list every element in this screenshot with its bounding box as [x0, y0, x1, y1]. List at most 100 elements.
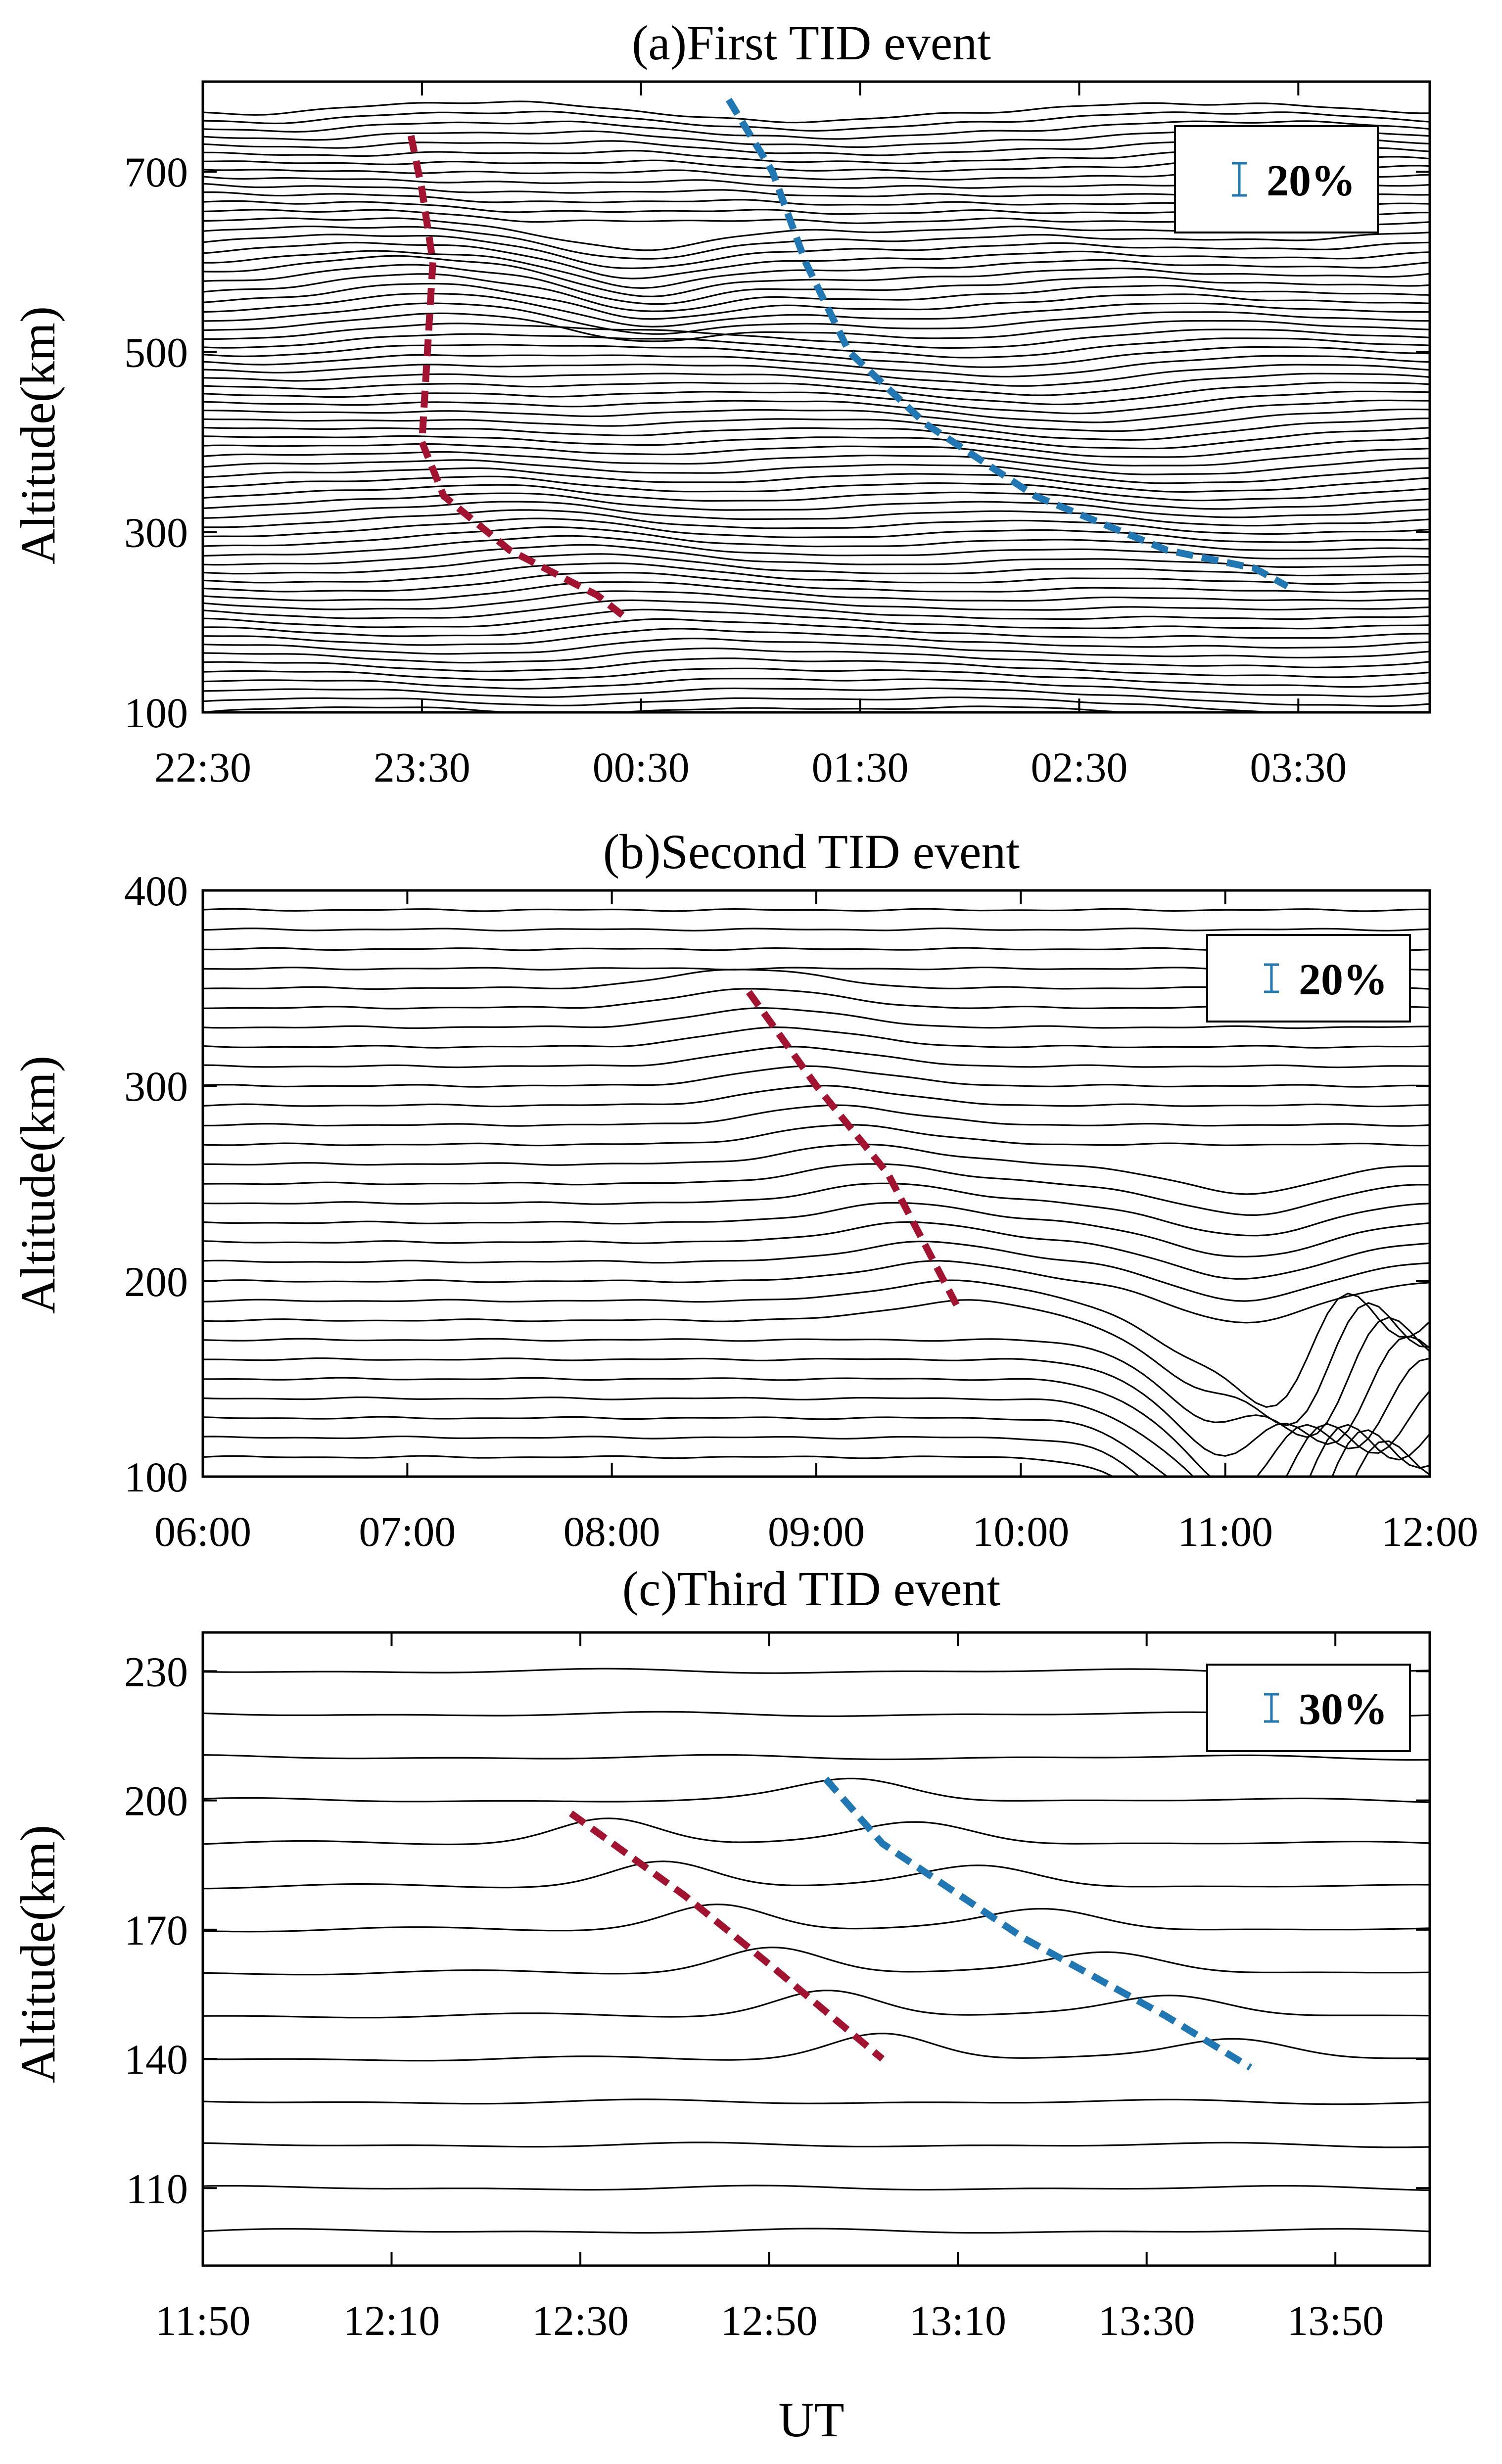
panel-c-trace-line	[203, 1817, 1430, 1846]
panel-a-y-axis-label: Altitude(km)	[10, 306, 65, 564]
panel-a-title: (a)First TID event	[632, 15, 991, 70]
panel-c-xtick-label: 13:50	[1287, 2297, 1384, 2344]
panel-a-trace-line	[203, 628, 1430, 649]
panel-a-x-ticks: 22:30 23:30 00:30 01:30 02:30 03:30	[154, 744, 1347, 791]
panel-a-trace-line	[203, 553, 1430, 577]
panel-c-axes-frame	[201, 1631, 1431, 2267]
panel-c-y-axis-label: Altitude(km)	[10, 1825, 65, 2083]
panel-a-trace-line	[203, 250, 1430, 289]
panel-a-traces	[203, 100, 1430, 712]
panel-a-trace-line	[203, 647, 1430, 668]
panel-a-ytick-label: 500	[124, 328, 188, 376]
panel-b-y-axis-label: Altitude(km)	[10, 1056, 65, 1314]
panel-c-legend-scale-bar	[1264, 1693, 1279, 1723]
panel-c-xtick-label: 12:10	[343, 2297, 440, 2344]
panel-b-xtick-label: 11:00	[1177, 1508, 1273, 1555]
panel-b-xtick-label: 07:00	[359, 1508, 456, 1555]
panel-a-legend-box	[1174, 125, 1379, 233]
panel-b-ytick-label: 300	[124, 1063, 188, 1110]
panel-a-trace-line	[203, 418, 1430, 441]
panel-a-trace-line	[203, 526, 1430, 552]
panel-a-xtick-label: 01:30	[812, 744, 909, 791]
panel-a-plot-area	[201, 80, 1431, 714]
panel-a-trace-line	[203, 302, 1430, 335]
panel-c-ytick-label: 140	[124, 2036, 188, 2083]
panel-c-trace-line	[203, 2185, 1430, 2191]
panel-a-legend: 20%	[1174, 125, 1379, 233]
panel-a-trace-line	[203, 501, 1430, 527]
panel-a-trace-line	[203, 475, 1430, 502]
panel-a-xtick-label: 22:30	[154, 744, 251, 791]
panel-a-ytick-label: 300	[124, 509, 188, 557]
panel-a-trace-line	[203, 535, 1430, 559]
panel-a-trace-line	[203, 381, 1430, 406]
panel-b-trace-line	[203, 1279, 1430, 1408]
panel-b-trace-line	[203, 928, 1430, 931]
panel-c-trace-line	[203, 1860, 1430, 1890]
panel-c-legend-box	[1206, 1664, 1411, 1752]
panel-a-trace-line	[203, 323, 1430, 349]
panel-b-trace-line	[203, 1390, 1430, 1477]
panel-a-axes-frame	[201, 80, 1431, 714]
panel-b-ytick-label: 100	[124, 1453, 188, 1501]
panel-c-third-tid-event: (c)Third TID event 11:50 12:10 12:30 12:…	[10, 1561, 1431, 2447]
panel-a-trace-line	[203, 687, 1430, 707]
panel-b-trace-line	[203, 1182, 1430, 1237]
panel-b-trace-line	[203, 1221, 1430, 1280]
panel-a-trace-line	[203, 399, 1430, 423]
panel-a-trace-line	[203, 667, 1430, 688]
panel-c-blue-dashed-line	[823, 1776, 1253, 2071]
panel-b-legend-box	[1206, 934, 1411, 1023]
panel-a-trace-line	[203, 637, 1430, 659]
panel-b-xtick-label: 06:00	[154, 1508, 251, 1555]
panel-a-trace-line	[203, 372, 1430, 396]
panel-a-trace-line	[203, 273, 1430, 312]
panel-c-ytick-label: 170	[124, 1906, 188, 1954]
panel-b-legend-label: 20%	[1299, 955, 1388, 1004]
panel-b-trace-line	[203, 1335, 1430, 1457]
panel-a-first-tid-event: (a)First TID event 22:30 23:30 00:30 01:…	[10, 15, 1431, 791]
panel-a-trace-line	[203, 492, 1430, 518]
panel-c-ytick-label: 230	[124, 1648, 188, 1695]
panel-a-trace-line	[203, 705, 1160, 712]
panel-b-xtick-label: 08:00	[563, 1508, 660, 1555]
panel-a-trace-line	[203, 572, 1430, 594]
panel-c-x-axis-label: UT	[778, 2392, 844, 2447]
panel-b-trace-line	[203, 1260, 1430, 1324]
panel-c-trace-line	[203, 1754, 1430, 1761]
panel-a-trace-line	[203, 544, 1430, 568]
panel-a-trace-line	[203, 678, 1430, 697]
panel-c-xtick-label: 12:50	[721, 2297, 818, 2344]
panel-c-x-ticks: 11:50 12:10 12:30 12:50 13:10 13:30 13:5…	[155, 2297, 1384, 2344]
panel-b-trace-line	[203, 1046, 1430, 1069]
panel-b-trace-line	[203, 1240, 1430, 1302]
panel-b-trace-line	[203, 1104, 1430, 1127]
panel-c-xtick-label: 13:30	[1098, 2297, 1195, 2344]
panel-a-trace-line	[203, 459, 1430, 484]
panel-b-ytick-label: 400	[124, 867, 188, 915]
panel-b-xtick-label: 12:00	[1381, 1508, 1478, 1555]
panel-a-ytick-label: 100	[124, 689, 188, 737]
panel-b-second-tid-event: (b)Second TID event 06:00 07:00 08:00 09…	[10, 824, 1478, 1555]
panel-b-trace-line	[203, 1416, 1430, 1477]
panel-c-trace-line	[203, 1626, 1430, 1630]
panel-a-xtick-label: 23:30	[374, 744, 470, 791]
panel-a-trace-line	[203, 312, 1430, 342]
panel-b-xtick-label: 09:00	[768, 1508, 865, 1555]
panel-a-trace-line	[203, 426, 1430, 450]
panel-c-title: (c)Third TID event	[622, 1561, 1001, 1616]
panel-a-trace-line	[203, 120, 1430, 140]
panel-a-trace-line	[203, 562, 1430, 585]
panel-a-trace-line	[203, 608, 1430, 630]
panel-a-trace-line	[203, 255, 1430, 298]
panel-a-trace-line	[203, 354, 1430, 378]
panel-a-trace-line	[203, 233, 1430, 269]
panel-a-trace-line	[203, 241, 1430, 279]
panel-b-trace-line	[203, 1065, 1430, 1088]
panel-a-trace-line	[203, 697, 1283, 712]
panel-b-red-dashed-line	[746, 990, 963, 1312]
panel-c-y-ticks: 110 140 170 200 230	[124, 1648, 188, 2212]
panel-a-trace-line	[203, 467, 1430, 493]
panel-c-trace-line	[203, 2228, 1430, 2234]
panel-a-xtick-label: 00:30	[593, 744, 690, 791]
